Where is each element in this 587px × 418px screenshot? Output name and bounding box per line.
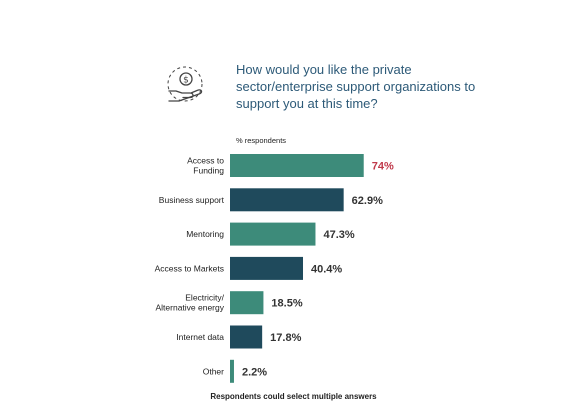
axis-unit-label: % respondents xyxy=(236,136,286,145)
category-label-0-line0: Access to xyxy=(187,156,224,166)
category-label-3: Access to Markets xyxy=(155,263,224,273)
chart-footnote: Respondents could select multiple answer… xyxy=(210,392,377,401)
bar-1 xyxy=(230,188,344,212)
bar-5 xyxy=(230,325,263,349)
value-label-2: 47.3% xyxy=(323,229,354,241)
svg-text:$: $ xyxy=(183,76,189,86)
value-label-3: 40.4% xyxy=(311,263,342,275)
bar-6 xyxy=(230,359,234,383)
value-label-5: 17.8% xyxy=(270,332,301,344)
category-label-5: Internet data xyxy=(176,332,224,342)
category-label-4-line1: Alternative energy xyxy=(155,303,224,313)
value-label-4: 18.5% xyxy=(271,298,302,310)
category-label-0-line1: Funding xyxy=(193,166,224,176)
category-label-2: Mentoring xyxy=(186,229,224,239)
hand-with-coin-icon: $ xyxy=(167,66,203,102)
category-label-6: Other xyxy=(203,366,224,376)
chart-question-title: How would you like the private sector/en… xyxy=(236,62,476,111)
value-label-6: 2.2% xyxy=(242,366,267,378)
category-label-1: Business support xyxy=(159,195,225,205)
value-label-1: 62.9% xyxy=(352,195,383,207)
category-label-4-line0: Electricity/ xyxy=(185,293,224,303)
bar-2 xyxy=(230,222,316,246)
value-label-0: 74% xyxy=(372,161,394,173)
bar-3 xyxy=(230,256,304,280)
bar-4 xyxy=(230,291,264,315)
bar-0 xyxy=(230,154,364,177)
